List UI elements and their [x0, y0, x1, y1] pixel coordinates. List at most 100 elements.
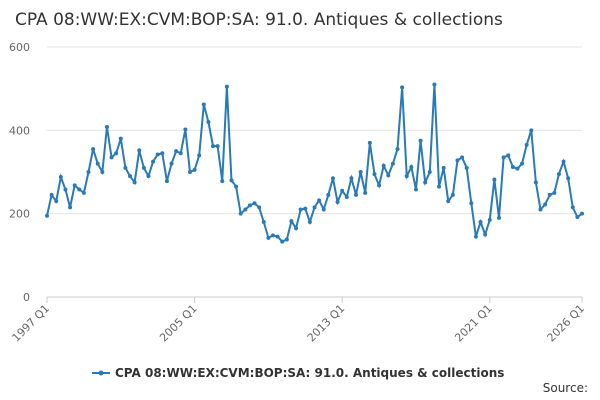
point — [257, 205, 262, 210]
point — [473, 234, 478, 239]
point — [321, 207, 326, 212]
point — [524, 142, 529, 147]
point — [400, 85, 405, 90]
point — [533, 180, 538, 185]
x-tick-label: 2005 Q1 — [157, 302, 200, 345]
point — [252, 201, 257, 206]
point — [247, 203, 252, 208]
point — [552, 190, 557, 195]
point — [441, 165, 446, 170]
point — [289, 219, 294, 224]
point — [580, 211, 584, 216]
point — [335, 200, 340, 204]
point — [344, 195, 349, 199]
point — [174, 149, 179, 154]
point — [515, 166, 520, 171]
point — [492, 177, 497, 182]
point — [317, 198, 322, 203]
point — [307, 220, 312, 224]
point — [432, 82, 437, 87]
point — [386, 173, 391, 178]
point — [100, 170, 105, 174]
point — [91, 147, 96, 152]
point — [220, 179, 225, 184]
point — [478, 220, 483, 224]
point — [455, 158, 460, 163]
point — [340, 188, 345, 193]
point — [197, 153, 202, 158]
point — [381, 163, 386, 168]
point — [437, 184, 442, 189]
point — [469, 201, 474, 206]
point — [270, 233, 275, 238]
point — [575, 215, 580, 219]
point — [413, 187, 418, 192]
point — [326, 192, 331, 197]
x-tick-label: 1997 Q1 — [10, 302, 53, 345]
point — [261, 220, 266, 224]
point — [141, 165, 146, 170]
point — [118, 136, 123, 141]
point — [520, 161, 525, 166]
point — [164, 179, 169, 184]
point — [178, 151, 183, 156]
y-tick-label: 400 — [9, 124, 30, 137]
point — [496, 215, 501, 220]
point — [464, 165, 469, 170]
point — [418, 138, 423, 143]
point — [238, 211, 243, 216]
point — [395, 147, 400, 152]
point — [234, 184, 239, 189]
point — [123, 165, 128, 170]
point — [354, 192, 359, 197]
point — [155, 152, 160, 157]
point — [137, 148, 142, 153]
point — [487, 217, 492, 222]
point — [183, 127, 188, 132]
point — [367, 140, 372, 145]
point — [77, 187, 82, 192]
point — [501, 155, 506, 160]
point — [109, 155, 114, 160]
point — [298, 207, 303, 212]
point — [280, 239, 285, 244]
y-tick-label: 200 — [9, 208, 30, 221]
point — [63, 187, 68, 192]
point — [510, 165, 515, 169]
point — [547, 192, 552, 197]
point — [45, 213, 49, 218]
point — [330, 176, 335, 181]
y-tick-label: 600 — [9, 41, 30, 54]
point — [363, 190, 368, 195]
point — [169, 161, 174, 166]
point — [201, 102, 206, 107]
point — [543, 202, 548, 207]
point — [483, 232, 488, 237]
point — [68, 205, 73, 210]
point — [409, 165, 414, 169]
point — [570, 205, 575, 210]
point — [446, 199, 451, 204]
point — [128, 174, 133, 179]
point — [151, 159, 156, 164]
point — [349, 176, 354, 181]
point — [529, 128, 534, 133]
point — [294, 226, 299, 231]
point — [206, 120, 211, 124]
point — [427, 170, 432, 174]
point — [160, 151, 165, 156]
point — [423, 180, 428, 185]
point — [215, 144, 220, 149]
point — [561, 159, 566, 164]
chart-title: CPA 08:WW:EX:CVM:BOP:SA: 91.0. Antiques … — [15, 10, 503, 30]
point — [49, 192, 54, 197]
point — [58, 175, 63, 179]
point — [390, 161, 395, 166]
point — [460, 155, 465, 160]
x-tick-label: 2021 Q1 — [452, 302, 495, 345]
legend-marker — [98, 370, 104, 376]
point — [86, 170, 91, 174]
point — [72, 183, 77, 188]
line — [46, 84, 583, 243]
